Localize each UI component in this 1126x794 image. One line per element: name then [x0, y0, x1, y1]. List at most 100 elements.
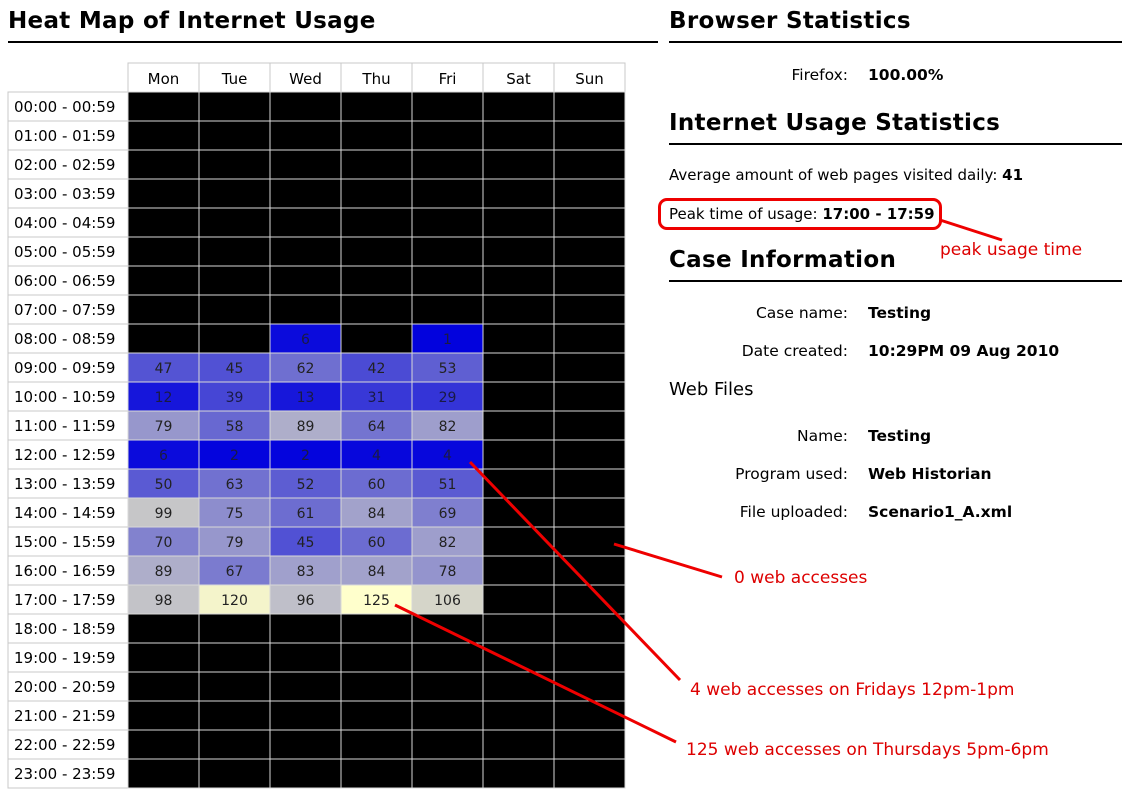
- heatmap-cell: [127, 207, 200, 238]
- heatmap-cell: [553, 700, 626, 731]
- heatmap-cell: [482, 526, 555, 557]
- heatmap-cell: [269, 729, 342, 760]
- row-header-label: 12:00 - 12:59: [14, 446, 115, 464]
- heatmap-cell: [553, 120, 626, 151]
- heatmap-cell: [482, 381, 555, 412]
- cell-value-label: 62: [297, 361, 315, 377]
- heatmap-cell: [482, 468, 555, 499]
- heatmap-cell: [411, 236, 484, 267]
- cell-value-label: 98: [155, 593, 173, 609]
- column-header-label: Thu: [361, 70, 390, 88]
- heatmap-cell: [411, 149, 484, 180]
- row-header-cell: [7, 352, 129, 383]
- cell-value-label: 53: [439, 361, 457, 377]
- heatmap-cell: [553, 323, 626, 354]
- row-header-label: 16:00 - 16:59: [14, 562, 115, 580]
- browser-stats-title: Browser Statistics: [669, 8, 911, 34]
- heatmap-cell: [411, 642, 484, 673]
- row-header-label: 15:00 - 15:59: [14, 533, 115, 551]
- cell-value-label: 4: [443, 448, 452, 464]
- heatmap-cell: [553, 671, 626, 702]
- cell-value-label: 60: [368, 535, 386, 551]
- date-created-label: Date created:: [741, 342, 848, 360]
- heatmap-cell: [127, 265, 200, 296]
- heatmap-cell: [340, 381, 413, 412]
- heatmap-cell: [198, 700, 271, 731]
- column-header-label: Mon: [148, 70, 180, 88]
- heatmap-cell: [340, 526, 413, 557]
- heatmap-cell: [340, 323, 413, 354]
- heatmap-cell: [553, 178, 626, 209]
- row-header-cell: [7, 584, 129, 615]
- cell-value-label: 120: [221, 593, 248, 609]
- heatmap-cell: [198, 642, 271, 673]
- heatmap-cell: [198, 555, 271, 586]
- heatmap-cell: [198, 91, 271, 122]
- cell-value-label: 13: [297, 390, 315, 406]
- heatmap-cell: [127, 91, 200, 122]
- heatmap-cell: [482, 178, 555, 209]
- heatmap-cell: [553, 352, 626, 383]
- heatmap-cell: [553, 497, 626, 528]
- row-header-cell: [7, 178, 129, 209]
- heatmap-cell: [198, 758, 271, 789]
- heatmap-chart: Mon Tue Wed Thu Fri Sat Sun 00:00 - 00:59 01:00 …: [7, 62, 626, 789]
- cell-value-label: 47: [155, 361, 173, 377]
- column-header-label: Tue: [221, 70, 248, 88]
- row-header-cell: [7, 729, 129, 760]
- heatmap-cell: [127, 468, 200, 499]
- row-header-label: 08:00 - 08:59: [14, 330, 115, 348]
- heatmap-cell: [127, 381, 200, 412]
- heatmap-cell: [340, 700, 413, 731]
- cell-value-label: 67: [226, 564, 244, 580]
- cell-value-label: 78: [439, 564, 457, 580]
- row-header-cell: [7, 468, 129, 499]
- heatmap-cell: [411, 671, 484, 702]
- heatmap-cell: [340, 207, 413, 238]
- heatmap-cell: [482, 207, 555, 238]
- heatmap-cell: [482, 323, 555, 354]
- heatmap-cell: [269, 700, 342, 731]
- avg-pages-label: Average amount of web pages visited dail…: [669, 166, 998, 184]
- column-header-label: Sat: [506, 70, 531, 88]
- heatmap-cell: [127, 120, 200, 151]
- browser-name: Firefox:: [791, 66, 848, 84]
- heatmap-cell: [198, 671, 271, 702]
- row-header-label: 00:00 - 00:59: [14, 98, 115, 116]
- case-info-title: Case Information: [669, 247, 897, 273]
- heatmap-cell: [198, 526, 271, 557]
- cell-value-label: 2: [301, 448, 310, 464]
- heatmap-cell: [482, 120, 555, 151]
- heatmap-cell: [127, 729, 200, 760]
- heatmap-cell: [198, 265, 271, 296]
- cell-value-label: 82: [439, 535, 457, 551]
- row-header-label: 09:00 - 09:59: [14, 359, 115, 377]
- heatmap-cell: [198, 236, 271, 267]
- row-header-label: 13:00 - 13:59: [14, 475, 115, 493]
- cell-value-label: 45: [226, 361, 244, 377]
- annotation-thu: 125 web accesses on Thursdays 5pm-6pm: [686, 740, 1049, 760]
- heatmap-cell: [482, 265, 555, 296]
- row-header-label: 10:00 - 10:59: [14, 388, 115, 406]
- heatmap-cell: [482, 584, 555, 615]
- heatmap-cell: [340, 178, 413, 209]
- row-header-label: 06:00 - 06:59: [14, 272, 115, 290]
- heatmap-cell: [411, 120, 484, 151]
- heatmap-cell: [482, 149, 555, 180]
- heatmap-cell: [482, 497, 555, 528]
- web-files-title: Web Files: [669, 379, 754, 400]
- cell-value-label: 106: [434, 593, 461, 609]
- cell-value-label: 4: [372, 448, 381, 464]
- heatmap-cell: [269, 91, 342, 122]
- heatmap-cell: [198, 439, 271, 470]
- cell-value-label: 69: [439, 506, 457, 522]
- heatmap-cell: [553, 758, 626, 789]
- file-uploaded-label: File uploaded:: [739, 503, 848, 521]
- column-header-cell: [127, 62, 200, 93]
- case-info-rule: [669, 280, 1122, 282]
- heatmap-cell: [482, 439, 555, 470]
- heatmap-cell: [269, 294, 342, 325]
- heatmap-cell: [411, 207, 484, 238]
- row-header-cell: [7, 671, 129, 702]
- avg-pages-value: 41: [1002, 166, 1024, 184]
